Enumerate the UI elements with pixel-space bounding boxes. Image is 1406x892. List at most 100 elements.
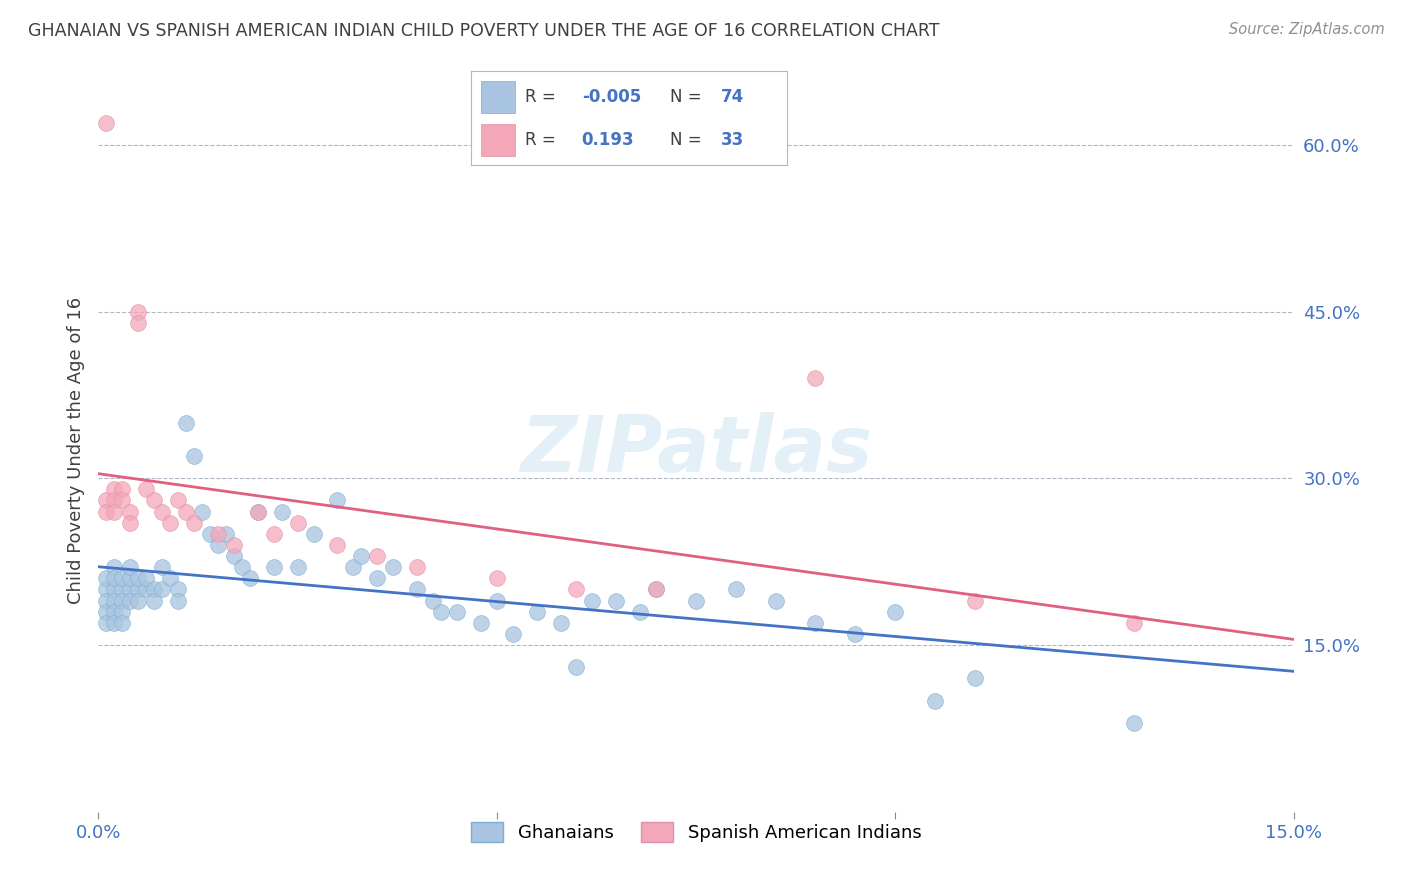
Point (215, 526, 238, 541)
Point (127, 571, 149, 585)
Point (167, 582, 190, 597)
Point (120, 593, 142, 607)
Point (645, 582, 668, 597)
Point (765, 593, 787, 607)
Point (526, 605, 548, 619)
Point (143, 593, 166, 607)
Point (550, 615, 572, 630)
Point (174, 416, 197, 430)
Point (246, 505, 269, 519)
Point (645, 582, 668, 597)
Point (1123, 715, 1146, 730)
Point (135, 582, 157, 597)
Point (159, 571, 181, 585)
Point (174, 505, 197, 519)
Point (150, 505, 173, 519)
Point (135, 571, 157, 585)
Point (111, 615, 134, 630)
Point (150, 560, 173, 574)
Point (111, 493, 134, 508)
Point (103, 605, 125, 619)
Text: R =: R = (524, 131, 555, 149)
Point (485, 593, 508, 607)
Point (222, 538, 245, 552)
Point (96, 615, 118, 630)
Point (103, 483, 125, 497)
Point (366, 549, 388, 563)
Point (485, 571, 508, 585)
Point (326, 493, 349, 508)
Point (111, 605, 134, 619)
Point (350, 549, 373, 563)
Point (422, 593, 444, 607)
Point (207, 538, 229, 552)
Point (127, 316, 149, 330)
Y-axis label: Child Poverty Under the Age of 16: Child Poverty Under the Age of 16 (66, 297, 84, 604)
Point (270, 505, 292, 519)
Point (628, 605, 651, 619)
Point (103, 593, 125, 607)
Point (96, 582, 118, 597)
Point (96, 593, 118, 607)
Point (430, 605, 453, 619)
Point (963, 671, 986, 685)
Point (581, 593, 603, 607)
Point (120, 571, 142, 585)
Point (143, 493, 166, 508)
Point (565, 660, 588, 674)
Point (103, 582, 125, 597)
Point (231, 560, 253, 574)
Bar (481, 81, 516, 112)
Point (111, 483, 134, 497)
Point (366, 571, 388, 585)
Point (127, 593, 149, 607)
Point (96, 505, 118, 519)
Bar (481, 124, 516, 156)
Point (685, 593, 707, 607)
Point (246, 505, 269, 519)
Point (96, 493, 118, 508)
Point (565, 582, 588, 597)
Point (287, 560, 309, 574)
Point (143, 582, 166, 597)
Point (804, 371, 827, 385)
Point (724, 582, 747, 597)
Text: Source: ZipAtlas.com: Source: ZipAtlas.com (1229, 22, 1385, 37)
Point (302, 526, 325, 541)
Point (159, 516, 181, 530)
Point (103, 571, 125, 585)
Point (103, 615, 125, 630)
Point (127, 304, 149, 318)
Point (844, 627, 866, 641)
Point (103, 560, 125, 574)
Point (111, 571, 134, 585)
Point (120, 560, 142, 574)
Point (924, 693, 946, 707)
Text: 0.193: 0.193 (582, 131, 634, 149)
Text: ZIPatlas: ZIPatlas (520, 412, 872, 489)
Point (96, 605, 118, 619)
Point (222, 549, 245, 563)
Point (263, 560, 285, 574)
Text: N =: N = (671, 131, 702, 149)
Point (406, 582, 429, 597)
Point (167, 493, 190, 508)
Point (127, 582, 149, 597)
Point (884, 605, 907, 619)
Point (150, 582, 173, 597)
Point (111, 582, 134, 597)
Text: 74: 74 (721, 87, 744, 105)
Point (183, 449, 205, 463)
Point (239, 571, 262, 585)
Point (446, 605, 468, 619)
Point (167, 593, 190, 607)
Point (96, 571, 118, 585)
Text: -0.005: -0.005 (582, 87, 641, 105)
Point (207, 526, 229, 541)
Point (120, 516, 142, 530)
Point (470, 615, 492, 630)
Point (111, 593, 134, 607)
Point (963, 593, 986, 607)
Point (120, 505, 142, 519)
Point (103, 493, 125, 508)
